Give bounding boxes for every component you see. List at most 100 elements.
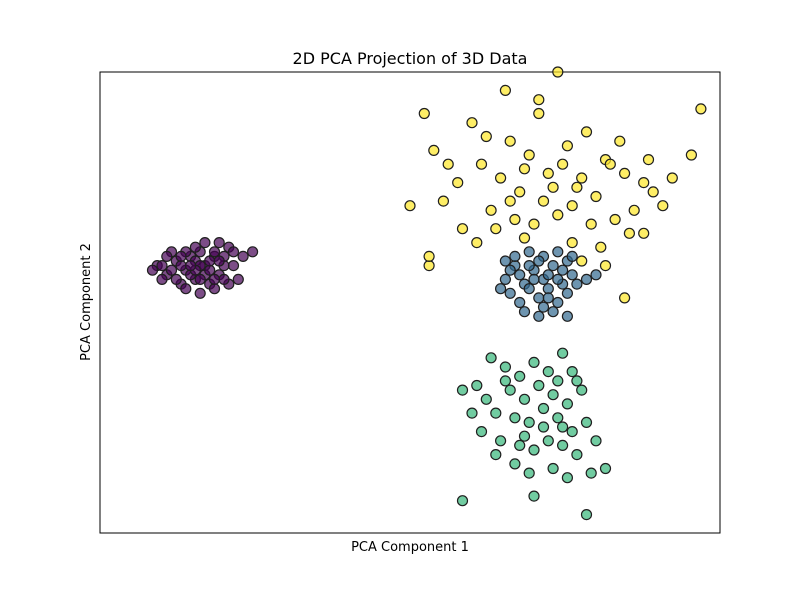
data-point-cluster-1 — [156, 260, 168, 272]
data-point-cluster-2 — [547, 306, 559, 318]
data-point-cluster-4 — [638, 227, 650, 239]
data-point-cluster-3 — [509, 412, 521, 424]
data-point-cluster-1 — [161, 250, 173, 262]
data-point-cluster-2 — [547, 260, 559, 272]
data-point-cluster-4 — [580, 126, 593, 138]
data-point-cluster-4 — [514, 186, 526, 198]
data-point-cluster-3 — [537, 421, 550, 433]
data-point-cluster-2 — [561, 287, 574, 299]
data-point-cluster-2 — [552, 273, 564, 285]
data-point-cluster-3 — [561, 398, 574, 410]
data-point-cluster-3 — [518, 393, 531, 405]
data-point-cluster-3 — [518, 430, 531, 442]
data-point-cluster-4 — [638, 177, 650, 189]
data-point-cluster-4 — [571, 181, 583, 193]
data-point-cluster-3 — [471, 379, 483, 392]
data-point-cluster-4 — [495, 172, 507, 184]
data-point-cluster-4 — [471, 237, 483, 249]
data-point-cluster-3 — [542, 435, 554, 447]
data-point-cluster-3 — [537, 402, 550, 415]
data-point-cluster-2 — [499, 255, 511, 267]
data-point-cluster-4 — [599, 260, 612, 272]
data-point-cluster-4 — [518, 163, 531, 175]
data-point-cluster-4 — [547, 181, 559, 193]
data-point-cluster-2 — [552, 296, 564, 309]
data-point-cluster-4 — [566, 237, 578, 249]
data-point-cluster-2 — [590, 269, 602, 281]
data-point-cluster-2 — [528, 273, 540, 285]
data-point-cluster-2 — [552, 246, 564, 258]
data-point-cluster-1 — [227, 260, 240, 272]
data-point-cluster-4 — [518, 232, 531, 244]
data-point-cluster-1 — [194, 273, 206, 285]
data-point-cluster-4 — [404, 200, 416, 212]
data-point-cluster-3 — [499, 361, 511, 373]
chart-title: 2D PCA Projection of 3D Data — [293, 49, 528, 68]
data-point-cluster-1 — [218, 273, 230, 285]
data-point-cluster-3 — [566, 366, 578, 378]
data-point-cluster-2 — [571, 278, 583, 290]
data-point-cluster-3 — [571, 375, 583, 387]
data-point-cluster-4 — [576, 172, 588, 184]
data-point-cluster-3 — [556, 347, 569, 359]
data-point-cluster-2 — [514, 296, 526, 309]
data-point-cluster-3 — [523, 416, 535, 428]
data-point-cluster-4 — [657, 200, 669, 212]
data-point-cluster-1 — [180, 283, 192, 295]
data-point-cluster-2 — [556, 264, 569, 276]
data-point-cluster-3 — [590, 435, 602, 447]
data-point-cluster-3 — [509, 458, 521, 470]
data-point-cluster-4 — [423, 260, 435, 272]
data-point-cluster-3 — [523, 467, 535, 479]
data-point-cluster-4 — [552, 66, 564, 78]
data-point-cluster-3 — [495, 435, 507, 447]
data-point-cluster-2 — [542, 283, 554, 295]
data-point-cluster-4 — [618, 292, 631, 304]
data-point-cluster-4 — [618, 167, 631, 179]
data-point-cluster-1 — [194, 287, 206, 299]
data-point-cluster-4 — [456, 223, 469, 235]
data-point-cluster-3 — [528, 444, 540, 456]
data-point-cluster-3 — [561, 472, 574, 484]
data-point-cluster-3 — [485, 352, 497, 364]
data-point-cluster-2 — [542, 292, 554, 304]
data-point-cluster-3 — [542, 366, 554, 378]
data-point-cluster-2 — [523, 246, 535, 258]
data-point-cluster-3 — [556, 439, 569, 451]
data-point-cluster-4 — [614, 135, 626, 147]
data-point-cluster-1 — [204, 255, 216, 267]
data-point-cluster-2 — [533, 292, 545, 304]
data-point-cluster-4 — [585, 218, 597, 230]
data-point-cluster-4 — [695, 103, 707, 115]
data-point-cluster-2 — [561, 310, 574, 322]
data-point-cluster-1 — [170, 273, 182, 285]
data-point-cluster-3 — [466, 407, 478, 419]
data-point-cluster-2 — [542, 269, 554, 281]
data-point-cluster-4 — [595, 241, 607, 253]
data-point-cluster-2 — [566, 250, 578, 262]
y-axis-label: PCA Component 2 — [79, 243, 94, 361]
data-point-cluster-4 — [685, 149, 698, 161]
data-point-cluster-1 — [227, 246, 240, 258]
data-point-cluster-3 — [599, 462, 612, 475]
data-point-cluster-3 — [456, 495, 469, 507]
data-point-cluster-2 — [509, 250, 521, 262]
data-point-cluster-2 — [504, 287, 516, 299]
data-point-cluster-2 — [514, 269, 526, 281]
data-point-cluster-1 — [189, 241, 201, 253]
data-point-cluster-3 — [475, 426, 488, 438]
data-point-cluster-1 — [165, 264, 178, 276]
data-point-cluster-2 — [523, 260, 535, 272]
data-point-cluster-3 — [504, 384, 516, 396]
data-point-cluster-3 — [490, 407, 502, 419]
data-point-cluster-2 — [499, 273, 511, 285]
data-point-cluster-4 — [623, 227, 636, 239]
data-point-cluster-3 — [566, 426, 578, 438]
data-point-cluster-4 — [504, 195, 516, 207]
data-point-cluster-1 — [146, 264, 159, 276]
data-point-cluster-4 — [533, 107, 545, 120]
data-point-cluster-4 — [480, 130, 492, 143]
data-point-cluster-3 — [499, 375, 511, 387]
data-point-cluster-2 — [495, 283, 507, 295]
